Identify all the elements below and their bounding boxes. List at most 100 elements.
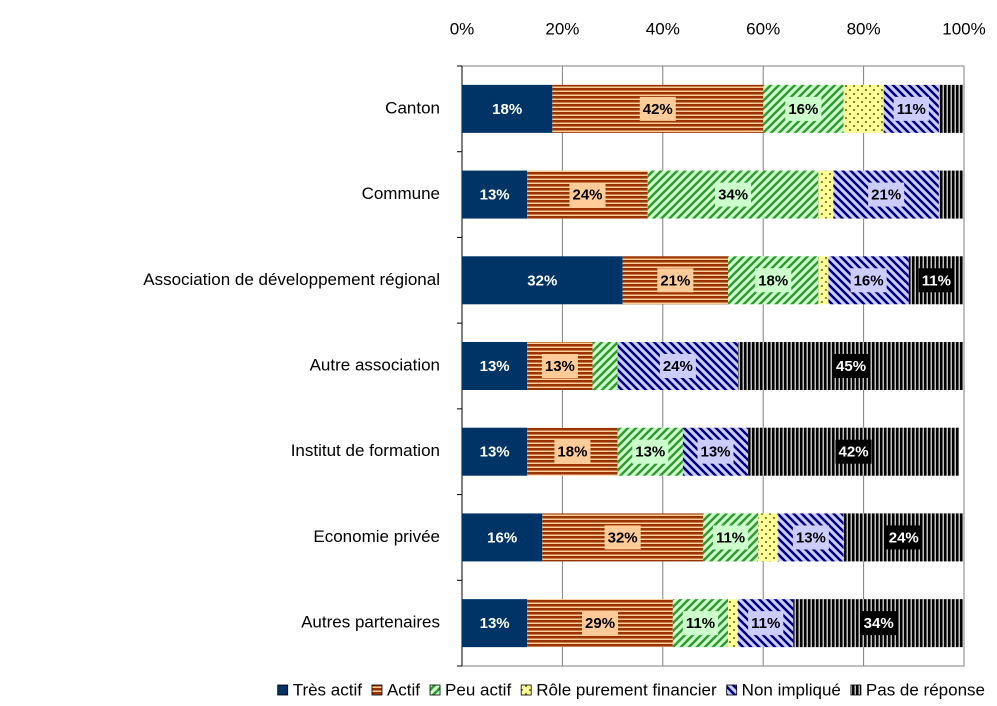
- data-label-bg: [659, 354, 696, 378]
- legend-item: Rôle purement financier: [520, 680, 717, 699]
- data-label-bg: [476, 611, 513, 636]
- data-label: 29%: [585, 615, 615, 632]
- legend-swatch: [520, 684, 532, 696]
- data-label-bg: [715, 182, 752, 207]
- data-label: 42%: [839, 444, 869, 461]
- legend-swatch: [429, 684, 441, 696]
- legend-swatch: [850, 684, 862, 696]
- data-label: 13%: [480, 187, 510, 204]
- legend-label: Très actif: [293, 680, 363, 699]
- data-label-bg: [835, 439, 872, 464]
- data-label-bg: [785, 96, 822, 121]
- legend-item: Actif: [371, 680, 420, 699]
- data-label-bg: [893, 96, 929, 121]
- bar-segment: [758, 513, 779, 562]
- data-label: 42%: [643, 101, 673, 118]
- data-label: 13%: [700, 444, 730, 461]
- data-label: 18%: [492, 101, 522, 118]
- data-label: 24%: [663, 358, 693, 375]
- data-label: 32%: [608, 529, 638, 546]
- data-label-bg: [484, 525, 521, 550]
- legend-item: Peu actif: [429, 680, 511, 699]
- data-label-bg: [489, 96, 526, 121]
- legend-label: Rôle purement financier: [536, 680, 717, 699]
- legend-item: Pas de réponse: [850, 680, 985, 699]
- data-label: 13%: [480, 358, 510, 375]
- data-label-bg: [554, 439, 591, 464]
- data-label: 16%: [854, 272, 884, 289]
- legend-label: Non impliqué: [742, 680, 841, 699]
- y-tick-label: Autres partenaires: [301, 613, 440, 632]
- x-tick-label: 80%: [847, 19, 881, 38]
- data-label: 18%: [758, 272, 788, 289]
- bar-segment: [938, 170, 964, 219]
- data-label-bg: [639, 96, 676, 121]
- y-tick-label: Commune: [362, 184, 440, 203]
- legend-swatch: [371, 684, 383, 696]
- data-label: 13%: [480, 615, 510, 632]
- x-tick-label: 40%: [646, 19, 680, 38]
- data-label-bg: [476, 354, 513, 378]
- data-label-bg: [524, 268, 561, 293]
- legend-label: Actif: [387, 680, 420, 699]
- data-label: 24%: [572, 187, 602, 204]
- data-label-bg: [604, 525, 641, 550]
- legend-label: Pas de réponse: [866, 680, 985, 699]
- bar-segment: [843, 84, 884, 133]
- data-label: 34%: [718, 187, 748, 204]
- data-label-bg: [541, 354, 578, 378]
- data-label-bg: [918, 268, 954, 293]
- bar-segment: [818, 170, 834, 219]
- bar-segment: [938, 84, 964, 133]
- data-label-bg: [697, 439, 734, 464]
- data-label: 11%: [897, 101, 926, 118]
- data-label-bg: [755, 268, 792, 293]
- data-label-bg: [885, 525, 922, 550]
- legend-item: Très actif: [277, 680, 363, 699]
- data-label: 13%: [480, 444, 510, 461]
- data-label-bg: [476, 182, 513, 207]
- y-tick-label: Institut de formation: [291, 441, 440, 460]
- data-label: 11%: [751, 615, 780, 632]
- x-tick-label: 20%: [545, 19, 579, 38]
- legend-label: Peu actif: [445, 680, 511, 699]
- data-label: 11%: [686, 615, 715, 632]
- y-tick-label: Economie privée: [313, 527, 440, 546]
- x-tick-label: 60%: [746, 19, 780, 38]
- bar-segment: [728, 599, 739, 648]
- data-label-bg: [860, 611, 897, 636]
- x-tick-label: 100%: [942, 19, 985, 38]
- data-label-bg: [868, 182, 905, 207]
- data-label: 24%: [889, 529, 919, 546]
- bar-segment: [818, 256, 829, 305]
- data-label: 45%: [836, 358, 866, 375]
- data-label-bg: [476, 439, 513, 464]
- data-label: 32%: [527, 272, 557, 289]
- y-tick-label: Association de développement régional: [143, 270, 440, 289]
- x-tick-label: 0%: [450, 19, 475, 38]
- data-label: 34%: [864, 615, 894, 632]
- y-tick-label: Canton: [385, 98, 440, 117]
- data-label-bg: [792, 525, 829, 550]
- data-label-bg: [682, 611, 719, 636]
- data-label: 21%: [660, 272, 690, 289]
- data-label: 18%: [557, 444, 587, 461]
- data-label-bg: [582, 611, 619, 636]
- data-label: 13%: [545, 358, 575, 375]
- data-label-bg: [712, 525, 749, 550]
- y-tick-label: Autre association: [310, 355, 440, 374]
- data-label-bg: [569, 182, 606, 207]
- data-label-bg: [632, 439, 669, 464]
- data-label: 21%: [871, 187, 901, 204]
- data-label: 11%: [922, 272, 951, 289]
- data-label: 13%: [635, 444, 665, 461]
- data-label-bg: [657, 268, 694, 293]
- legend-item: Non impliqué: [726, 680, 841, 699]
- data-label: 13%: [796, 529, 826, 546]
- legend-swatch: [726, 684, 738, 696]
- data-label: 11%: [716, 529, 745, 546]
- data-label: 16%: [487, 529, 517, 546]
- data-label-bg: [850, 268, 887, 293]
- legend-swatch: [277, 684, 289, 696]
